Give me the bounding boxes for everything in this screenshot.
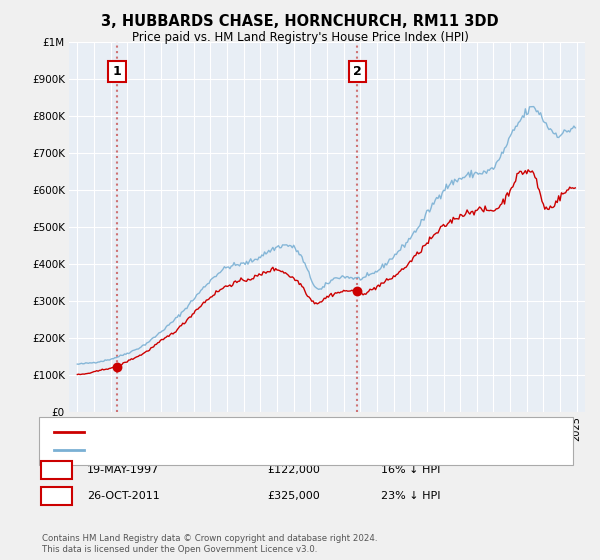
Point: [352, 287, 362, 296]
Text: £122,000: £122,000: [267, 465, 320, 475]
Text: 16% ↓ HPI: 16% ↓ HPI: [381, 465, 440, 475]
Text: 1: 1: [52, 464, 61, 477]
Text: 3, HUBBARDS CHASE, HORNCHURCH, RM11 3DD: 3, HUBBARDS CHASE, HORNCHURCH, RM11 3DD: [101, 14, 499, 29]
Point: [112, 362, 122, 371]
Text: HPI: Average price, detached house, Havering: HPI: Average price, detached house, Have…: [93, 445, 333, 455]
Text: Contains HM Land Registry data © Crown copyright and database right 2024.
This d: Contains HM Land Registry data © Crown c…: [42, 534, 377, 554]
Text: Price paid vs. HM Land Registry's House Price Index (HPI): Price paid vs. HM Land Registry's House …: [131, 31, 469, 44]
Text: 26-OCT-2011: 26-OCT-2011: [87, 491, 160, 501]
Text: 19-MAY-1997: 19-MAY-1997: [87, 465, 159, 475]
Text: 23% ↓ HPI: 23% ↓ HPI: [381, 491, 440, 501]
Text: 3, HUBBARDS CHASE, HORNCHURCH, RM11 3DD (detached house): 3, HUBBARDS CHASE, HORNCHURCH, RM11 3DD …: [93, 427, 442, 437]
Text: 2: 2: [52, 489, 61, 503]
Text: 1: 1: [113, 65, 121, 78]
Text: £325,000: £325,000: [267, 491, 320, 501]
Text: 2: 2: [353, 65, 362, 78]
